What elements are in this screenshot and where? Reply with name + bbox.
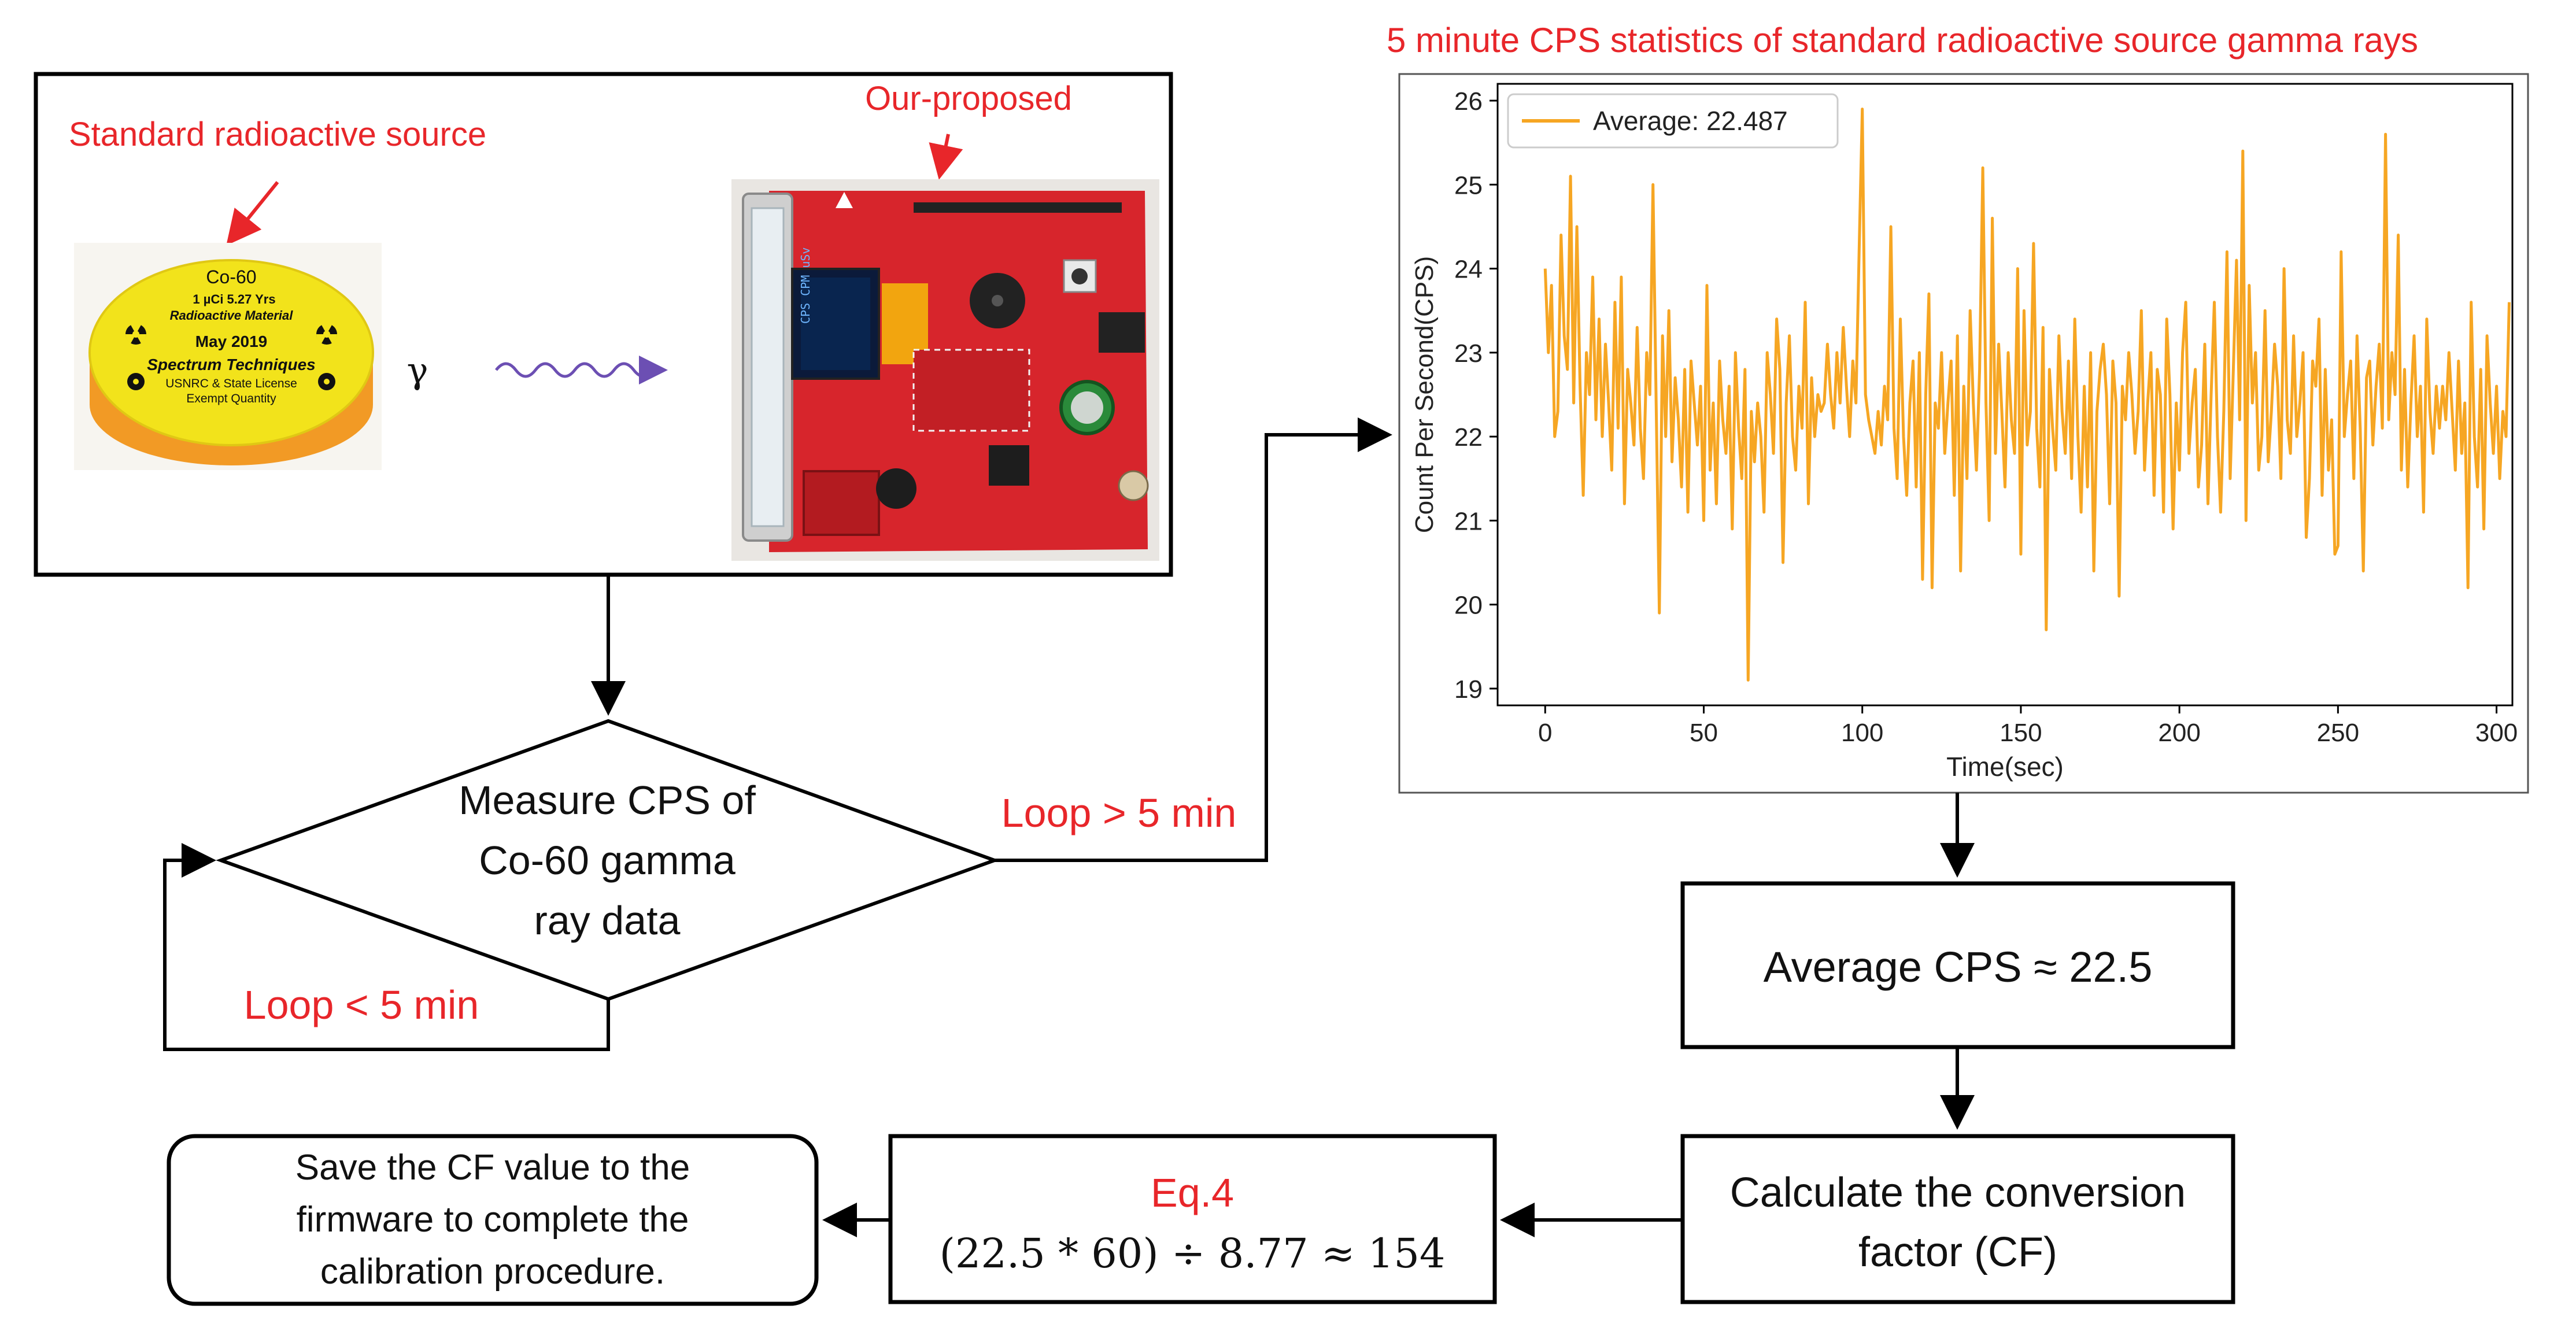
average-text: Average CPS ≈ 22.5 xyxy=(1764,943,2153,991)
y-tick-label: 25 xyxy=(1454,171,1483,199)
radiation-trefoil-icon xyxy=(316,323,338,345)
gamma-wave-arrow xyxy=(495,356,668,384)
y-tick-label: 23 xyxy=(1454,339,1483,368)
x-tick-label: 200 xyxy=(2158,719,2200,747)
calc-line2: factor (CF) xyxy=(1858,1229,2057,1275)
save-box xyxy=(167,1134,819,1306)
x-tick-label: 300 xyxy=(2475,719,2518,747)
chart-title: 5 minute CPS statistics of standard radi… xyxy=(1387,21,2418,60)
x-tick-label: 50 xyxy=(1690,719,1718,747)
connector-loop-back xyxy=(163,843,610,1051)
x-tick-label: 0 xyxy=(1538,719,1552,747)
y-tick-label: 20 xyxy=(1454,591,1483,620)
eq-formula: (22.5 * 60) ÷ 8.77 ≈ 154 xyxy=(940,1230,1446,1277)
average-box xyxy=(1680,881,2235,1049)
save-line1: Save the CF value to the xyxy=(295,1148,690,1188)
legend-label: Average: 22.487 xyxy=(1593,106,1788,136)
x-axis-label: Time(sec) xyxy=(1946,752,2064,782)
radiation-trefoil-icon xyxy=(127,373,145,390)
source-label: Standard radioactive source xyxy=(69,116,486,153)
y-tick-label: 19 xyxy=(1454,675,1483,704)
legend-box xyxy=(1507,93,1839,149)
x-tick-label: 100 xyxy=(1841,719,1883,747)
connector-decision-to-chart xyxy=(995,417,1392,862)
calc-box xyxy=(1680,1134,2235,1304)
radiation-trefoil-icon xyxy=(125,323,147,345)
disc-line6: USNRC & State License xyxy=(165,377,297,390)
save-line3: calibration procedure. xyxy=(320,1252,665,1292)
y-tick-label: 26 xyxy=(1454,87,1483,116)
series-line-average xyxy=(1543,108,2511,682)
loop-gt-label: Loop > 5 min xyxy=(1001,790,1237,835)
decision-line2: Co-60 gamma xyxy=(479,838,736,883)
disc-line2: 1 µCi 5.27 Yrs xyxy=(193,292,275,306)
disc-line5: Spectrum Techniques xyxy=(147,356,315,373)
x-tick-label: 150 xyxy=(2000,719,2042,747)
detector-board: CPS CPM uSv xyxy=(731,179,1159,561)
disc-line4: May 2019 xyxy=(195,332,268,350)
loop-lt-label: Loop < 5 min xyxy=(244,982,479,1027)
cps-line-chart: 0 50 100 150 200 250 300 19 20 21 22 23 24 25 26 Time(s… xyxy=(1410,83,2518,782)
y-tick-label: 24 xyxy=(1454,256,1483,284)
disc-line7: Exempt Quantity xyxy=(186,392,276,405)
radiation-trefoil-icon xyxy=(318,373,335,390)
y-axis-label: Count Per Second(CPS) xyxy=(1410,256,1439,533)
y-tick-label: 22 xyxy=(1454,423,1483,452)
svg-text:CPS CPM uSv: CPS CPM uSv xyxy=(799,247,812,324)
gamma-symbol: γ xyxy=(406,349,428,391)
co60-source-disc: Co-60 1 µCi 5.27 Yrs Radioactive Materia… xyxy=(74,243,382,470)
proposed-label: Our-proposed xyxy=(865,80,1072,117)
disc-line3: Radioactive Material xyxy=(170,308,294,323)
decision-line3: ray data xyxy=(534,898,681,943)
calc-line1: Calculate the conversion xyxy=(1730,1170,2186,1216)
x-tick-label: 250 xyxy=(2317,719,2359,747)
decision-line1: Measure CPS of xyxy=(459,778,756,823)
y-tick-label: 21 xyxy=(1454,507,1483,535)
source-pointer-arrow xyxy=(226,181,279,246)
disc-line1: Co-60 xyxy=(206,267,256,287)
proposed-pointer-arrow xyxy=(929,134,963,180)
save-line2: firmware to complete the xyxy=(297,1200,689,1240)
eq-label: Eq.4 xyxy=(1151,1170,1234,1215)
